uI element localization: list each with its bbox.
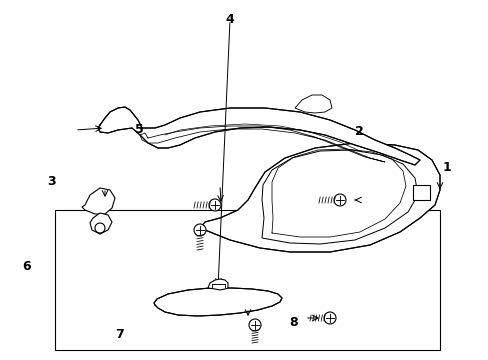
Text: 1: 1	[442, 161, 451, 174]
Circle shape	[194, 224, 205, 236]
Polygon shape	[262, 150, 417, 244]
Circle shape	[324, 312, 335, 324]
Text: 2: 2	[354, 125, 363, 138]
Text: 4: 4	[225, 13, 234, 26]
Polygon shape	[90, 213, 112, 234]
Polygon shape	[82, 188, 115, 214]
Polygon shape	[98, 107, 419, 165]
Polygon shape	[412, 185, 429, 200]
Text: 3: 3	[47, 175, 56, 188]
Text: 5: 5	[135, 123, 143, 136]
Text: 7: 7	[115, 328, 124, 341]
Text: 6: 6	[22, 260, 31, 273]
Circle shape	[208, 199, 221, 211]
Polygon shape	[207, 279, 227, 290]
Circle shape	[95, 223, 105, 233]
Circle shape	[248, 319, 261, 331]
Polygon shape	[200, 143, 439, 252]
Text: 8: 8	[288, 316, 297, 329]
Bar	[55, 210, 439, 350]
Polygon shape	[294, 95, 331, 113]
Polygon shape	[154, 288, 282, 316]
Circle shape	[333, 194, 346, 206]
